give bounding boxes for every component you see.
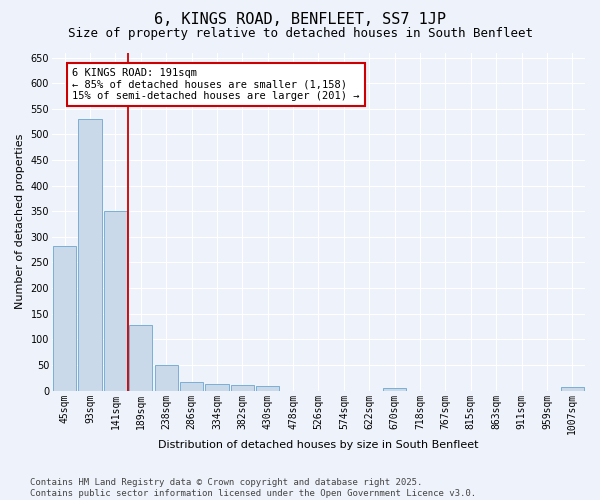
Bar [230, 386, 254, 390]
Text: Contains HM Land Registry data © Crown copyright and database right 2025.
Contai: Contains HM Land Registry data © Crown c… [30, 478, 476, 498]
Text: 6, KINGS ROAD, BENFLEET, SS7 1JP: 6, KINGS ROAD, BENFLEET, SS7 1JP [154, 12, 446, 28]
Bar [155, 365, 178, 390]
Y-axis label: Number of detached properties: Number of detached properties [15, 134, 25, 309]
Text: 6 KINGS ROAD: 191sqm
← 85% of detached houses are smaller (1,158)
15% of semi-de: 6 KINGS ROAD: 191sqm ← 85% of detached h… [72, 68, 360, 101]
X-axis label: Distribution of detached houses by size in South Benfleet: Distribution of detached houses by size … [158, 440, 479, 450]
Bar [129, 326, 152, 390]
Bar [79, 119, 102, 390]
Bar [560, 388, 584, 390]
Bar [256, 386, 280, 390]
Text: Size of property relative to detached houses in South Benfleet: Size of property relative to detached ho… [67, 28, 533, 40]
Bar [104, 212, 127, 390]
Bar [205, 384, 229, 390]
Bar [180, 382, 203, 390]
Bar [53, 246, 76, 390]
Bar [383, 388, 406, 390]
